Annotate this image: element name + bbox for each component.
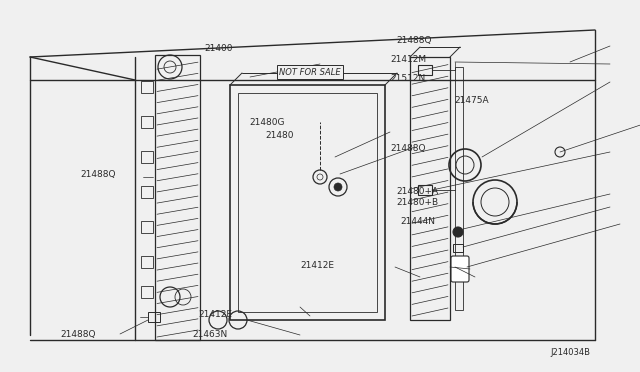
Bar (141, 286, 153, 298)
FancyBboxPatch shape (451, 256, 469, 282)
Text: 21480+B: 21480+B (397, 198, 439, 207)
Text: 21444N: 21444N (400, 217, 435, 226)
Text: NOT FOR SALE: NOT FOR SALE (279, 67, 341, 77)
Text: J214034B: J214034B (550, 348, 590, 357)
Text: 21475A: 21475A (454, 96, 489, 105)
Text: 21412E: 21412E (301, 262, 335, 270)
Text: 21488Q: 21488Q (390, 144, 426, 153)
Bar (238, 93, 377, 312)
Bar (141, 151, 153, 163)
Bar (418, 65, 432, 75)
Bar (141, 256, 153, 268)
Text: 21400: 21400 (205, 44, 234, 53)
Text: 21480+A: 21480+A (397, 187, 439, 196)
Bar (455, 67, 463, 310)
Bar (418, 185, 432, 195)
Bar (141, 221, 153, 233)
Circle shape (334, 183, 342, 191)
Text: 21488Q: 21488Q (397, 36, 432, 45)
Text: 21488Q: 21488Q (61, 330, 96, 339)
Bar (155, 55, 200, 340)
Bar (141, 81, 153, 93)
Bar (453, 244, 463, 252)
Bar (141, 116, 153, 128)
Text: 21463N: 21463N (192, 330, 227, 339)
Text: 21512N: 21512N (390, 74, 426, 83)
Text: 21488Q: 21488Q (80, 170, 115, 179)
Text: 21480G: 21480G (250, 118, 285, 127)
Text: 21412E: 21412E (198, 310, 232, 319)
Bar (141, 186, 153, 198)
Text: 21412M: 21412M (390, 55, 426, 64)
Bar (410, 57, 450, 320)
Circle shape (453, 227, 463, 237)
Bar (148, 312, 160, 322)
Bar (230, 85, 385, 320)
Text: 21480: 21480 (266, 131, 294, 140)
